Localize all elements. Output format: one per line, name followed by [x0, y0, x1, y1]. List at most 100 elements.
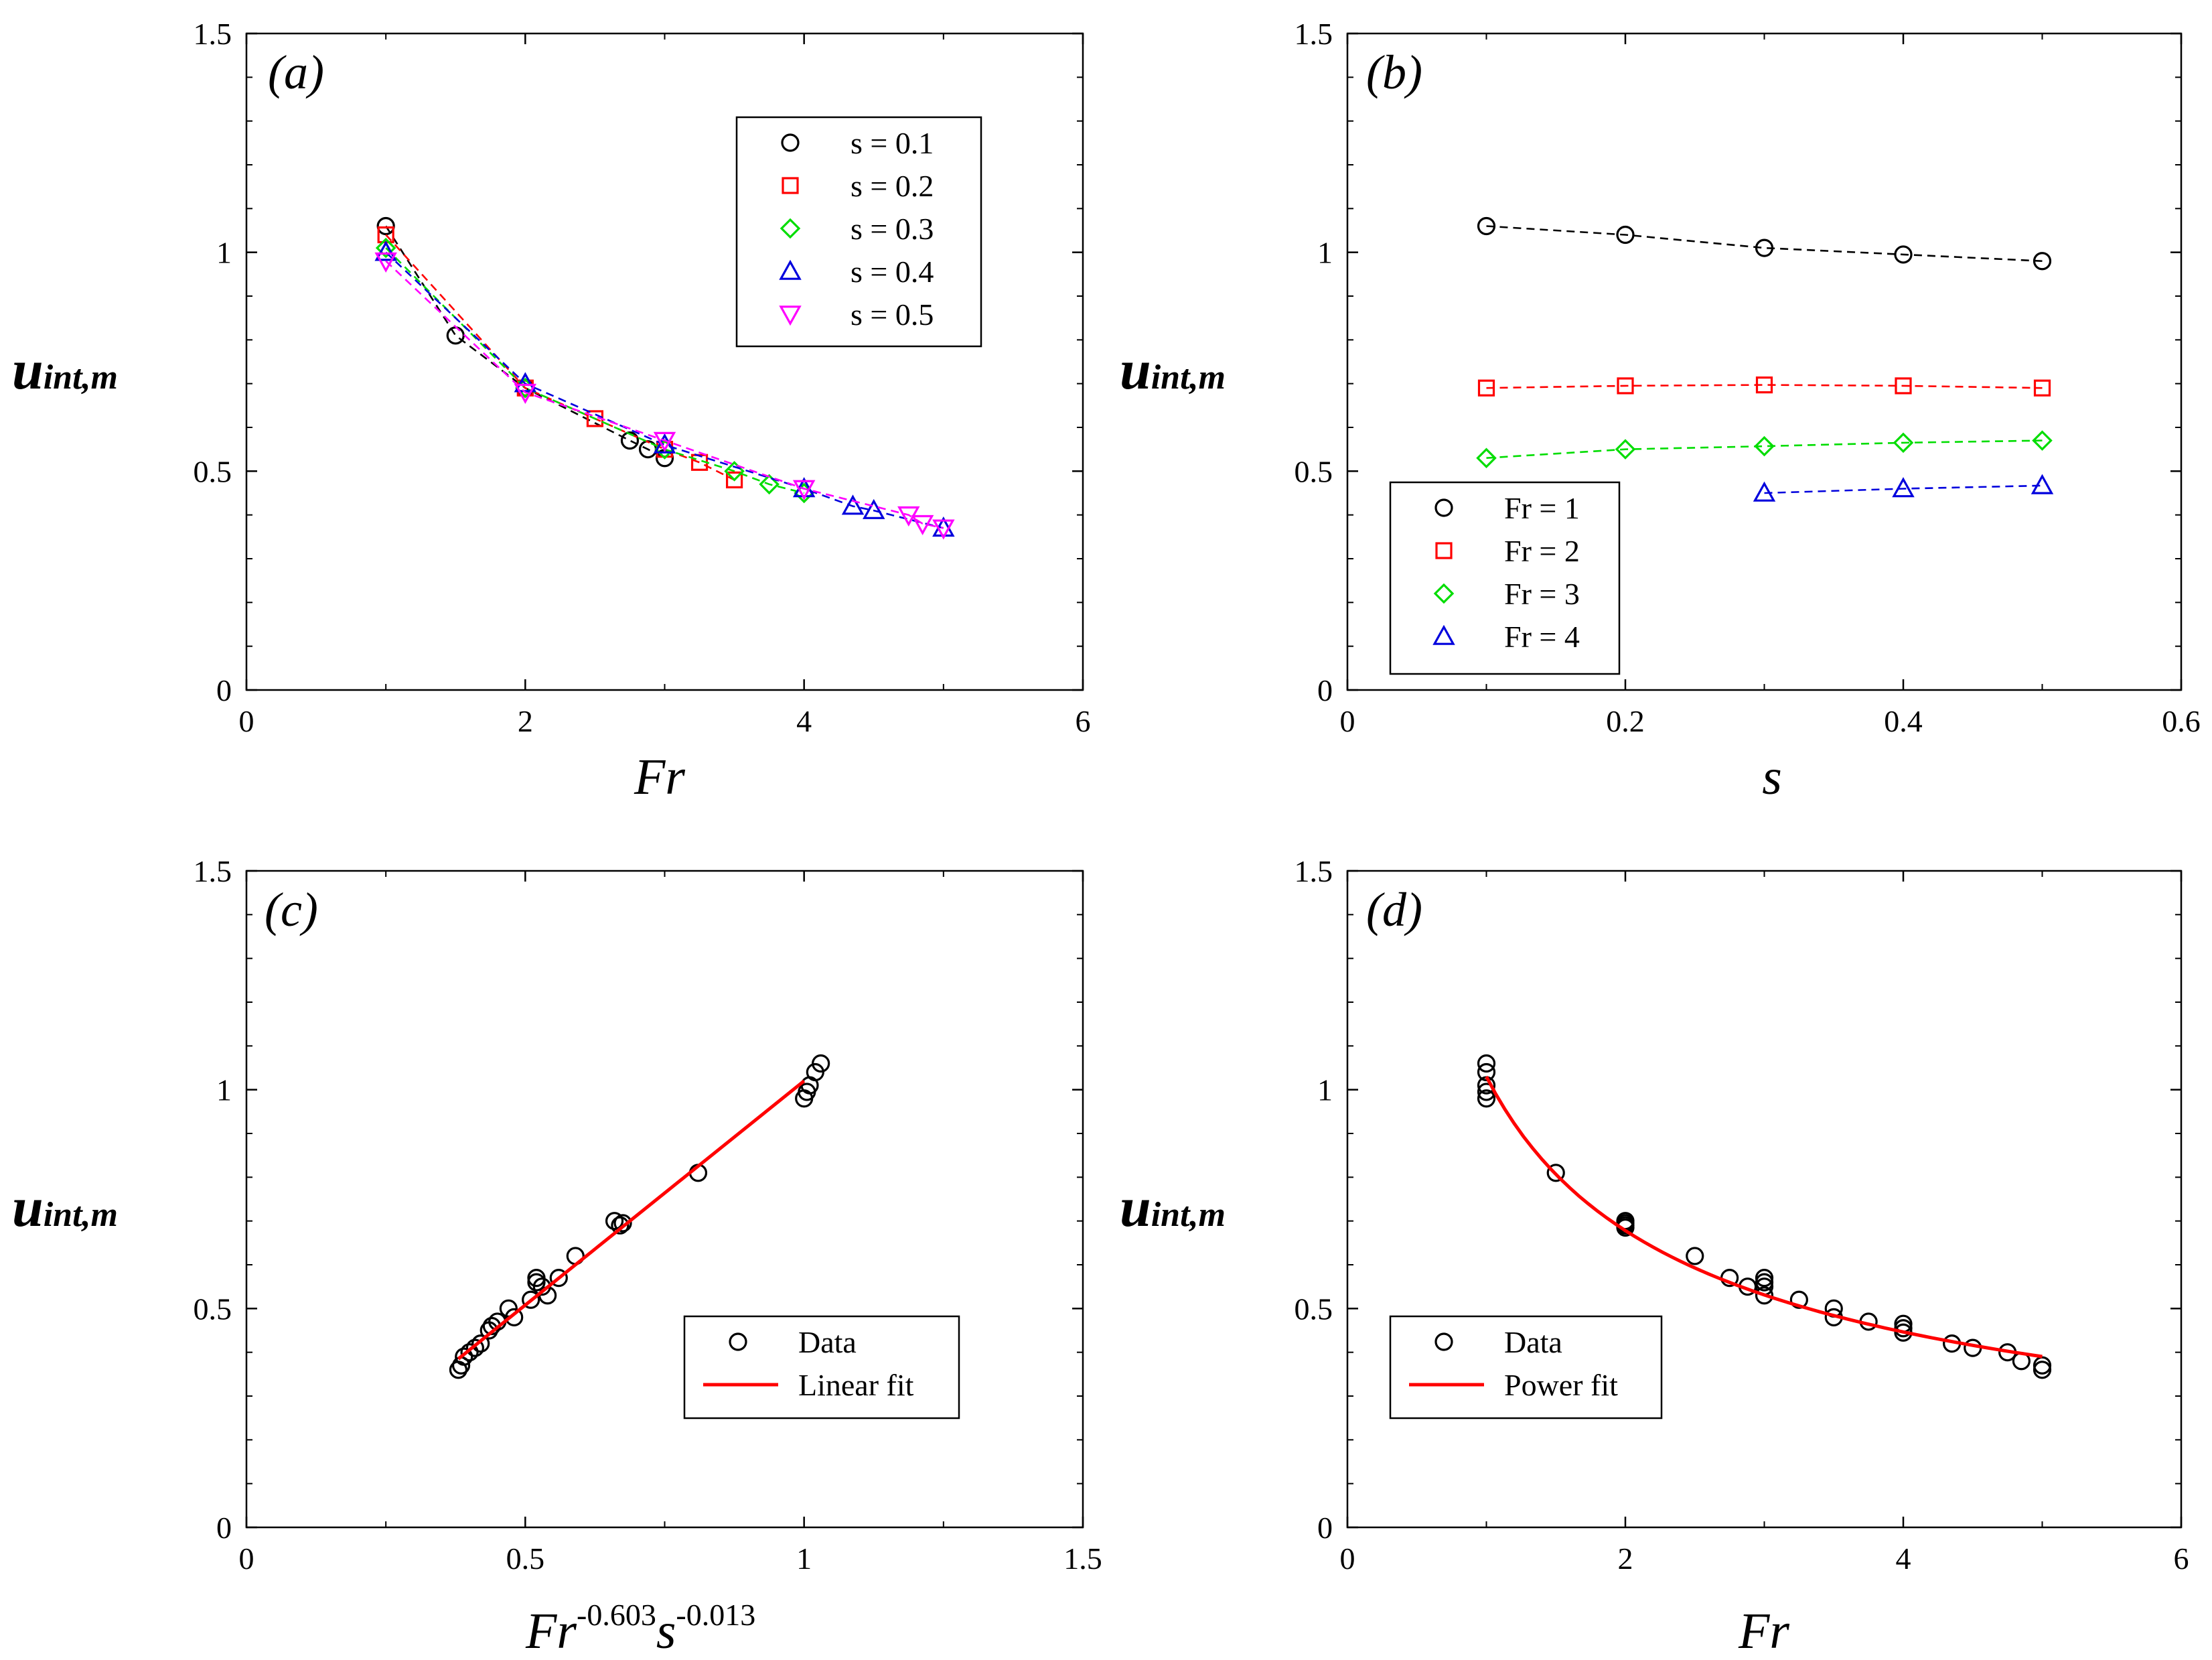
- legend-label: Fr = 3: [1504, 577, 1580, 611]
- legend-marker: [1434, 498, 1453, 517]
- data-point: [1893, 432, 1914, 454]
- data-point: [1546, 1164, 1565, 1182]
- x-tick-label: 0: [239, 1541, 254, 1576]
- panel-c-xlabel: Fr-0.603s-0.013: [525, 1598, 755, 1659]
- x-tick-label: 0.4: [1884, 704, 1923, 738]
- data-point: [480, 1321, 498, 1340]
- data-point: [759, 474, 780, 495]
- y-tick-label: 1.5: [194, 854, 232, 888]
- legend-label: Fr = 1: [1504, 491, 1580, 525]
- series-d-power-fit: [1485, 1075, 2043, 1359]
- y-tick-label: 0.5: [1295, 454, 1333, 488]
- data-point: [1477, 216, 1496, 236]
- x-tick-label: 0.6: [2162, 704, 2201, 738]
- legend-label: Data: [798, 1325, 857, 1359]
- data-point: [1477, 1089, 1496, 1108]
- data-point: [725, 471, 743, 489]
- legend-marker: [1435, 542, 1453, 559]
- x-tick-label: 1: [796, 1541, 812, 1576]
- data-point: [1789, 1290, 1808, 1309]
- data-point: [1616, 225, 1635, 245]
- data-point: [1616, 1218, 1635, 1237]
- y-tick-label: 0.5: [194, 1292, 232, 1326]
- y-tick-label: 1.5: [194, 17, 232, 51]
- legend-label: Linear fit: [798, 1368, 914, 1402]
- data-point: [375, 237, 396, 259]
- panel-b-xlabel: s: [1762, 749, 1782, 805]
- series-dashed-line: [385, 247, 805, 494]
- legend-marker: [780, 218, 801, 239]
- legend-label: s = 0.3: [851, 212, 934, 246]
- data-point: [1895, 377, 1912, 395]
- panel-c: (c) Fr-0.603s-0.013 uint,m 0 0.5 1 1.5 0 0.5 1…: [12, 854, 1102, 1659]
- panel-a-label: (a): [268, 46, 324, 99]
- data-point: [1477, 1062, 1496, 1082]
- data-point: [2033, 1361, 2052, 1379]
- data-point: [1892, 477, 1915, 498]
- data-point: [2033, 1356, 2052, 1375]
- data-point: [2033, 252, 2052, 271]
- x-tick-label: 0.5: [506, 1541, 545, 1576]
- x-tick-label: 4: [1896, 1541, 1911, 1576]
- legend-marker: [779, 259, 802, 280]
- data-point: [460, 1343, 479, 1362]
- y-tick-label: 0.5: [194, 454, 232, 488]
- legend-marker: [1434, 1332, 1453, 1351]
- series-b-fr-2: [1477, 376, 2051, 397]
- legend-label: Fr = 4: [1504, 620, 1580, 654]
- legend-box: [1389, 481, 1621, 675]
- data-point: [792, 480, 816, 500]
- data-point: [1755, 376, 1773, 394]
- panel-b-ylabel: uint,m: [1120, 339, 1226, 401]
- y-tick-label: 0: [1317, 1511, 1333, 1545]
- data-point: [374, 252, 397, 273]
- x-tick-label: 0: [1340, 1541, 1355, 1576]
- legend-b: Fr = 1 Fr = 2 Fr = 3 Fr = 4: [1389, 481, 1621, 675]
- data-point: [374, 240, 397, 261]
- series-dashed-line: [1764, 484, 2043, 494]
- legend-marker: [729, 1332, 747, 1351]
- y-tick-label: 0: [216, 673, 232, 707]
- data-point: [605, 1212, 624, 1231]
- panel-c-frame: [245, 870, 1084, 1529]
- data-point: [527, 1273, 546, 1292]
- legend-d: Data Power fit: [1389, 1315, 1663, 1420]
- data-point: [549, 1268, 568, 1288]
- data-point: [911, 514, 934, 536]
- linear-fit-line: [457, 1079, 806, 1361]
- data-point: [795, 1089, 814, 1108]
- data-point: [505, 1308, 524, 1327]
- series-c-data: [449, 1054, 830, 1379]
- series-dashed-line: [385, 225, 666, 459]
- y-tick-label: 0: [1317, 673, 1333, 707]
- legend-label: s = 0.1: [851, 126, 934, 160]
- legend-marker: [782, 177, 799, 194]
- panel-b-label: (b): [1366, 46, 1422, 99]
- data-point: [2033, 379, 2051, 397]
- legend-label: s = 0.4: [851, 255, 934, 289]
- panel-c-label: (c): [265, 883, 318, 937]
- legend-marker: [779, 305, 802, 326]
- data-point: [1615, 439, 1636, 460]
- data-point: [1894, 1319, 1913, 1338]
- panel-d-ylabel: uint,m: [1120, 1176, 1226, 1239]
- x-tick-label: 6: [2174, 1541, 2189, 1576]
- y-tick-label: 1: [216, 1073, 232, 1107]
- data-point: [613, 1214, 632, 1233]
- data-point: [449, 1361, 468, 1379]
- data-point: [1477, 1054, 1496, 1073]
- data-point: [1686, 1247, 1704, 1265]
- data-point: [471, 1334, 490, 1353]
- panel-a: (a) Fr uint,m 0 2 4 6 0 0.5 1 1.5 s = 0.1 s = 0.2…: [12, 17, 1091, 805]
- legend-marker: [1432, 624, 1455, 645]
- x-tick-label: 6: [1076, 704, 1091, 738]
- data-point: [611, 1216, 630, 1235]
- data-point: [514, 383, 537, 405]
- data-point: [1476, 447, 1497, 468]
- data-point: [1754, 435, 1775, 457]
- legend-label: s = 0.2: [851, 169, 934, 203]
- data-point: [2031, 474, 2054, 494]
- data-point: [522, 1290, 540, 1309]
- series-b-fr-1: [1477, 216, 2052, 271]
